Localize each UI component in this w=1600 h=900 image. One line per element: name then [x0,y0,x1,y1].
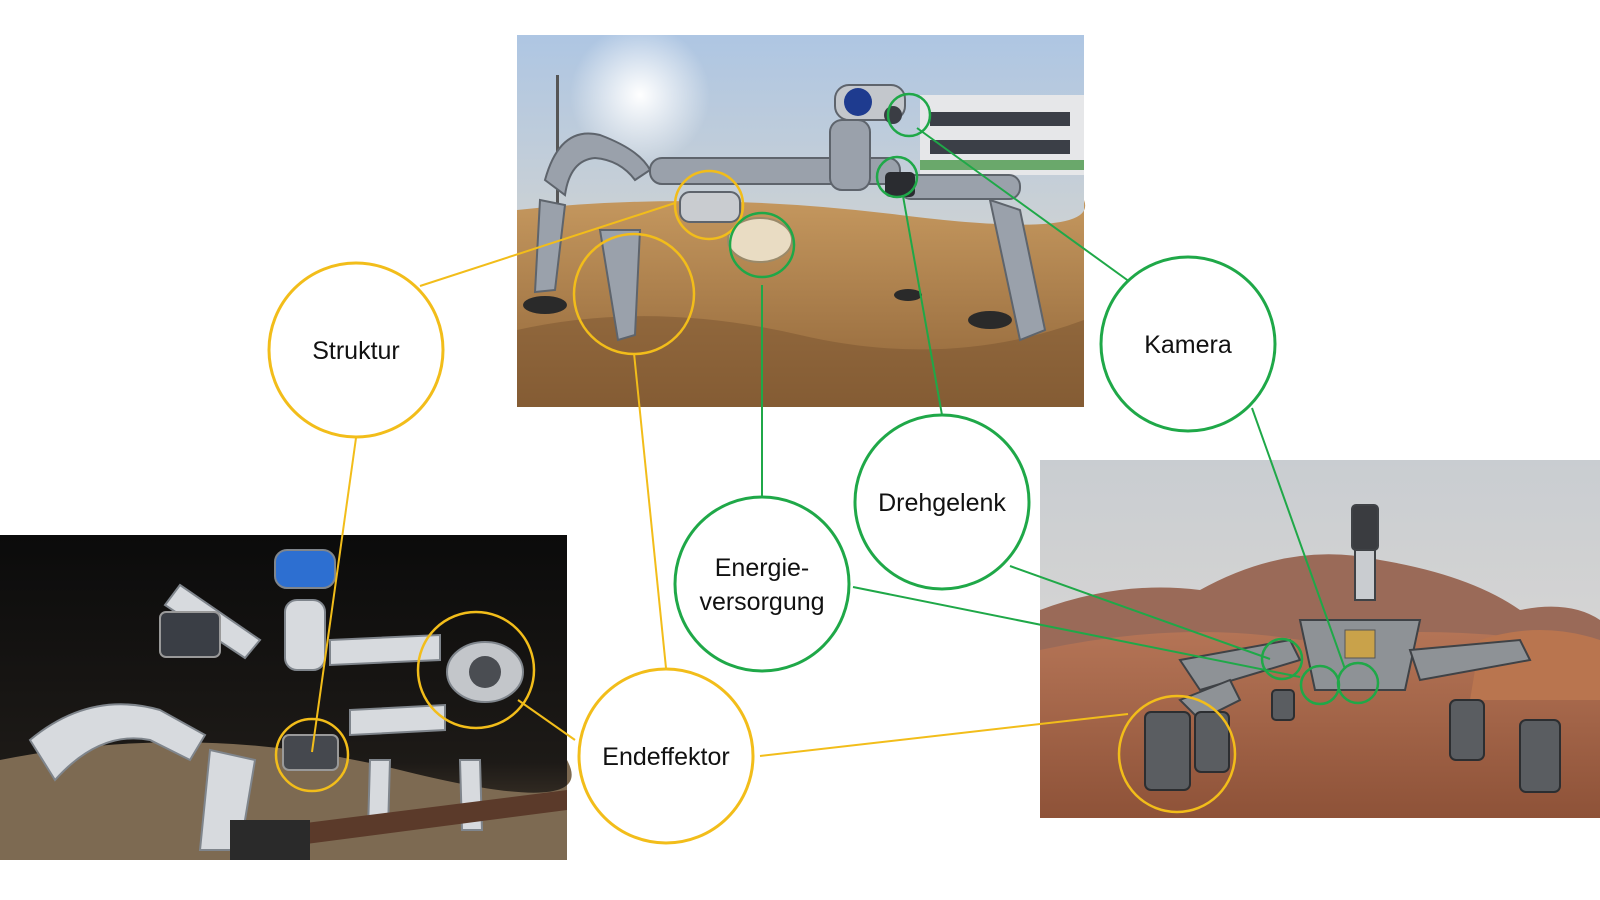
line-drehgelenk-right [1009,565,1271,660]
label-node-energieversorgung: Energie- versorgung [673,495,851,673]
photo-robot-dark-studio [0,535,572,860]
line-kamera-top [916,127,1131,283]
line-drehgelenk-top [902,195,943,416]
label-node-kamera: Kamera [1099,255,1277,433]
marker-drehgelenk-rover [1260,637,1304,681]
marker-drehgelenk-top [875,155,919,199]
line-endeffektor-top [633,352,667,669]
connector-lines [311,127,1346,757]
marker-endeffektor-wheel [1117,694,1237,814]
line-endeffektor-right [759,713,1129,757]
label-node-drehgelenk: Drehgelenk [853,413,1031,591]
marker-kamera-top [886,92,932,138]
photo-rover-mars-terrain [1040,460,1600,818]
label-drehgelenk: Drehgelenk [878,489,1006,517]
label-energie-line2: versorgung [699,588,824,616]
label-endeffektor: Endeffektor [602,743,729,771]
line-endeffektor-left [517,699,576,741]
label-node-struktur: Struktur [267,261,445,439]
label-kamera: Kamera [1144,331,1232,359]
line-struktur-bottom [311,437,357,753]
line-energie-right [852,586,1301,678]
marker-endeffektor-leg [572,232,696,356]
marker-kamera-rover [1336,661,1380,705]
marker-energie-top [728,211,796,279]
line-kamera-bottom [1251,407,1346,670]
label-energie-line1: Energie- [715,554,810,582]
marker-circles [274,92,1380,814]
marker-struktur-arm [673,169,745,241]
photo-robot-outdoor-sand [517,25,1086,407]
marker-struktur-body [274,717,350,793]
marker-endeffektor-gripper [416,610,536,730]
label-node-endeffektor: Endeffektor [577,667,755,845]
label-struktur: Struktur [312,337,400,365]
line-struktur-top [419,202,676,287]
